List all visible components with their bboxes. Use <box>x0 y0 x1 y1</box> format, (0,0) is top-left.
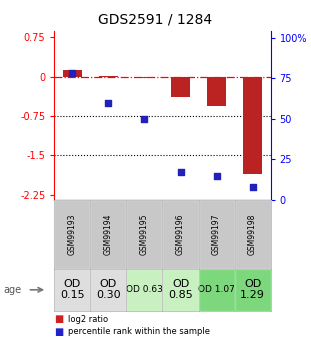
Text: GSM99198: GSM99198 <box>248 214 257 255</box>
Bar <box>63 70 82 77</box>
Bar <box>54 200 91 269</box>
Bar <box>243 77 262 174</box>
Text: OD 0.63: OD 0.63 <box>126 285 163 294</box>
Text: ■: ■ <box>54 327 64 337</box>
Bar <box>162 200 198 269</box>
Text: OD
1.29: OD 1.29 <box>240 279 265 300</box>
Bar <box>198 269 234 310</box>
Point <box>70 71 75 76</box>
Bar <box>127 200 162 269</box>
Bar <box>135 77 154 78</box>
Text: GSM99194: GSM99194 <box>104 214 113 255</box>
Text: GSM99195: GSM99195 <box>140 214 149 255</box>
Text: GSM99193: GSM99193 <box>68 214 77 255</box>
Bar <box>234 269 271 310</box>
Point <box>142 116 147 121</box>
Bar <box>127 269 162 310</box>
Bar <box>54 269 91 310</box>
Bar <box>198 200 234 269</box>
Text: OD
0.85: OD 0.85 <box>168 279 193 300</box>
Bar <box>162 269 198 310</box>
Bar <box>99 76 118 77</box>
Bar <box>171 77 190 97</box>
Text: OD
0.30: OD 0.30 <box>96 279 121 300</box>
Text: OD
0.15: OD 0.15 <box>60 279 85 300</box>
Text: age: age <box>3 285 21 295</box>
Point <box>106 100 111 105</box>
Text: GSM99196: GSM99196 <box>176 214 185 255</box>
Text: GSM99197: GSM99197 <box>212 214 221 255</box>
Bar <box>207 77 226 106</box>
Text: ■: ■ <box>54 314 64 324</box>
Point <box>214 173 219 178</box>
Text: OD 1.07: OD 1.07 <box>198 285 235 294</box>
Text: log2 ratio: log2 ratio <box>68 315 109 324</box>
Bar <box>234 200 271 269</box>
Point <box>250 184 255 190</box>
Bar <box>91 200 127 269</box>
Bar <box>91 269 127 310</box>
Point <box>178 170 183 175</box>
Text: percentile rank within the sample: percentile rank within the sample <box>68 327 211 336</box>
Text: GDS2591 / 1284: GDS2591 / 1284 <box>99 12 212 26</box>
